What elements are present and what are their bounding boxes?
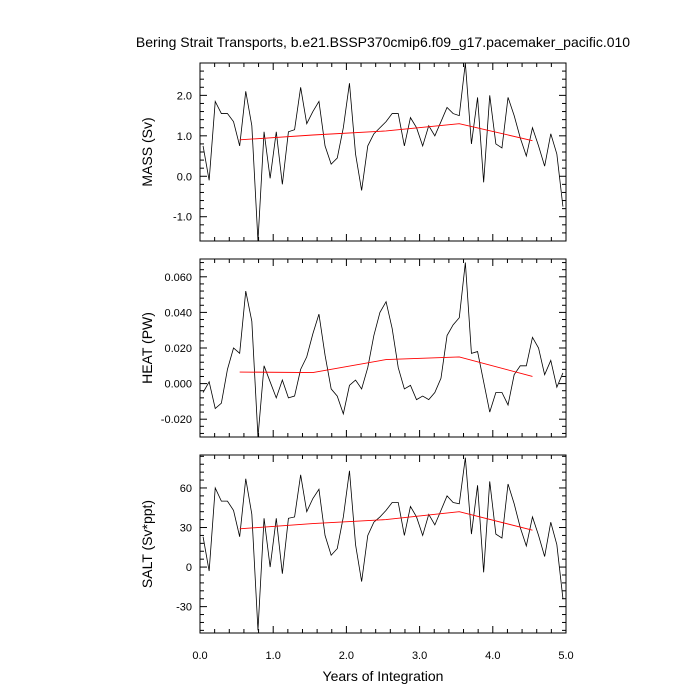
series-line-trend — [239, 511, 533, 531]
series-group — [202, 63, 564, 241]
series-group — [202, 262, 564, 437]
y-tick-label: 60 — [180, 483, 192, 495]
x-tick-labels: 0.0 1.0 2.0 3.0 4.0 5.0 — [192, 650, 573, 662]
series-line-heat — [202, 262, 564, 437]
y-tick-label: -30 — [176, 602, 192, 614]
y-tick-label: 1.0 — [177, 131, 192, 143]
y-axis-title: SALT (Sv*ppt) — [139, 500, 155, 588]
panel-1: -1.0 0.0 1.0 2.0 MASS (Sv) — [139, 62, 567, 242]
y-tick-label: 2.0 — [177, 90, 192, 102]
y-tick-label: 0 — [186, 562, 192, 574]
x-axis-title: Years of Integration — [323, 668, 444, 684]
y-tick-label: 0.040 — [164, 307, 192, 319]
x-tick-label: 5.0 — [558, 650, 573, 662]
y-axis-title: HEAT (PW) — [139, 312, 155, 384]
y-tick-label: 0.000 — [164, 379, 192, 391]
series-group — [202, 457, 564, 631]
x-tick-label: 2.0 — [339, 650, 354, 662]
panel-3: -30 0 30 60 SALT (Sv*ppt) — [139, 454, 567, 634]
x-tick-label: 4.0 — [485, 650, 500, 662]
series-line-mass — [202, 63, 564, 241]
y-axis-title: MASS (Sv) — [139, 117, 155, 186]
y-tick-label: -1.0 — [173, 212, 192, 224]
x-tick-label: 1.0 — [266, 650, 281, 662]
plot-frame — [199, 454, 567, 634]
x-tick-label: 3.0 — [412, 650, 427, 662]
series-line-salt — [202, 457, 564, 631]
y-tick-label: 30 — [180, 523, 192, 535]
y-tick-label: 0.060 — [164, 272, 192, 284]
y-tick-label: 0.0 — [177, 171, 192, 183]
panels: -1.0 0.0 1.0 2.0 MASS (Sv) -0.020 0.000 0.020 0.… — [139, 62, 574, 662]
y-tick-label: 0.020 — [164, 343, 192, 355]
series-line-trend — [239, 356, 533, 377]
chart-title: Bering Strait Transports, b.e21.BSSP370c… — [136, 34, 630, 50]
series-line-trend — [239, 123, 533, 142]
plot-frame — [199, 62, 567, 242]
x-tick-label: 0.0 — [192, 650, 207, 662]
y-tick-label: -0.020 — [161, 414, 192, 426]
plot-frame — [199, 258, 567, 438]
panel-2: -0.020 0.000 0.020 0.040 0.060 HEAT (PW) — [139, 258, 567, 438]
